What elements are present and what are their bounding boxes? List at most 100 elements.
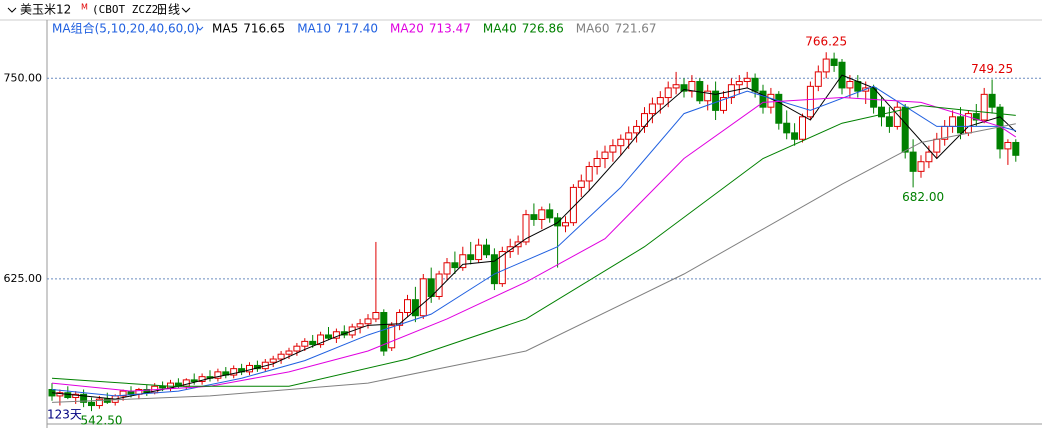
candle-body — [633, 125, 641, 134]
ma-line — [51, 74, 1017, 400]
legend-name: MA40 — [483, 22, 517, 36]
candle-body — [822, 58, 830, 73]
candle-body — [672, 84, 680, 89]
dropdown-icon[interactable] — [7, 7, 17, 13]
candle-body — [159, 385, 167, 389]
candle-body — [925, 151, 933, 163]
legend-value: 717.40 — [336, 22, 378, 36]
candle-body — [451, 262, 459, 269]
candle-body — [988, 93, 996, 108]
candle-body — [214, 371, 222, 379]
candle-body — [933, 138, 941, 153]
candle-body — [546, 209, 554, 219]
candle-body — [1004, 141, 1012, 150]
candle-body — [490, 254, 498, 285]
title: 美玉米12 — [20, 3, 71, 17]
candle-body — [704, 90, 712, 102]
candle-body — [656, 97, 664, 105]
candle-body — [854, 81, 862, 92]
candle-body — [569, 186, 577, 224]
candle-body — [88, 401, 95, 407]
candle-body — [475, 244, 483, 261]
candle-body — [388, 324, 396, 349]
legend-name: MA20 — [390, 22, 424, 36]
candle-body — [743, 77, 751, 83]
candle-body — [64, 392, 72, 399]
candle-body — [356, 323, 364, 328]
legend-name: MA5 — [212, 22, 238, 36]
y-tick-label: 750.00 — [4, 71, 43, 84]
candle-body — [585, 166, 593, 182]
candle-body — [767, 93, 775, 108]
ma-line — [51, 105, 1016, 387]
legend-value: 716.65 — [243, 22, 285, 36]
candle-body — [735, 81, 743, 86]
candle-body — [775, 93, 783, 124]
candle-body — [783, 122, 791, 134]
candle-body — [712, 90, 720, 111]
legend-value: 721.67 — [615, 22, 657, 36]
candle-body — [814, 71, 822, 87]
candle-body — [1012, 141, 1020, 156]
candle-body — [317, 334, 325, 346]
ma-line — [51, 123, 1016, 403]
candle-body — [972, 113, 980, 121]
candle-body — [443, 262, 451, 275]
candle-body — [830, 58, 838, 66]
candle-body — [285, 350, 293, 355]
dropdown-icon[interactable] — [196, 26, 204, 31]
candle-body — [577, 180, 585, 188]
candle-body — [498, 251, 506, 285]
candle-body — [103, 398, 111, 403]
candle-body — [190, 379, 198, 382]
candle-body — [562, 222, 569, 227]
candle-body — [364, 318, 372, 325]
candle-body — [230, 368, 238, 376]
candle-body — [396, 312, 404, 326]
candle-body — [459, 254, 467, 269]
annotation: 542.50 — [81, 414, 123, 428]
candle-body — [648, 103, 656, 115]
candle-body — [878, 106, 885, 118]
candle-body — [949, 116, 957, 127]
candle-body — [435, 273, 443, 297]
candle-body — [332, 331, 340, 339]
candle-body — [751, 77, 759, 92]
candle-body — [846, 81, 854, 89]
candle-body — [806, 85, 814, 118]
candle-body — [522, 214, 530, 243]
count-label: 123天 — [47, 408, 82, 422]
candle-body — [885, 116, 893, 127]
candle-body — [530, 214, 538, 220]
candle-body — [664, 87, 672, 99]
y-tick-label: 625.00 — [4, 272, 43, 285]
annotation: 749.25 — [971, 62, 1013, 76]
candle-body — [506, 246, 514, 253]
ma-line — [51, 85, 1016, 397]
candle-body — [467, 254, 475, 261]
candle-body — [617, 138, 625, 147]
candle-body — [720, 97, 727, 111]
candle-body — [601, 151, 609, 160]
period[interactable]: 日线 — [156, 3, 180, 17]
candle-body — [301, 340, 309, 347]
candle-body — [759, 90, 767, 108]
dropdown-icon[interactable] — [181, 7, 191, 13]
candle-body — [609, 145, 617, 153]
legend-value: 726.86 — [522, 22, 564, 36]
candle-body — [419, 278, 427, 317]
legend-name: MA60 — [576, 22, 610, 36]
candle-body — [554, 217, 562, 227]
ma-line — [51, 97, 1017, 392]
candle-body — [95, 398, 103, 407]
ma-group[interactable]: MA组合(5,10,20,40,60,0) — [52, 21, 199, 36]
candle-body — [680, 84, 688, 92]
candle-body — [380, 312, 388, 352]
candle-body — [593, 158, 601, 168]
candle-body — [325, 334, 332, 339]
candle-body — [80, 393, 88, 403]
candle-body — [309, 340, 317, 346]
candle-body — [917, 161, 925, 172]
candle-body — [538, 209, 546, 220]
